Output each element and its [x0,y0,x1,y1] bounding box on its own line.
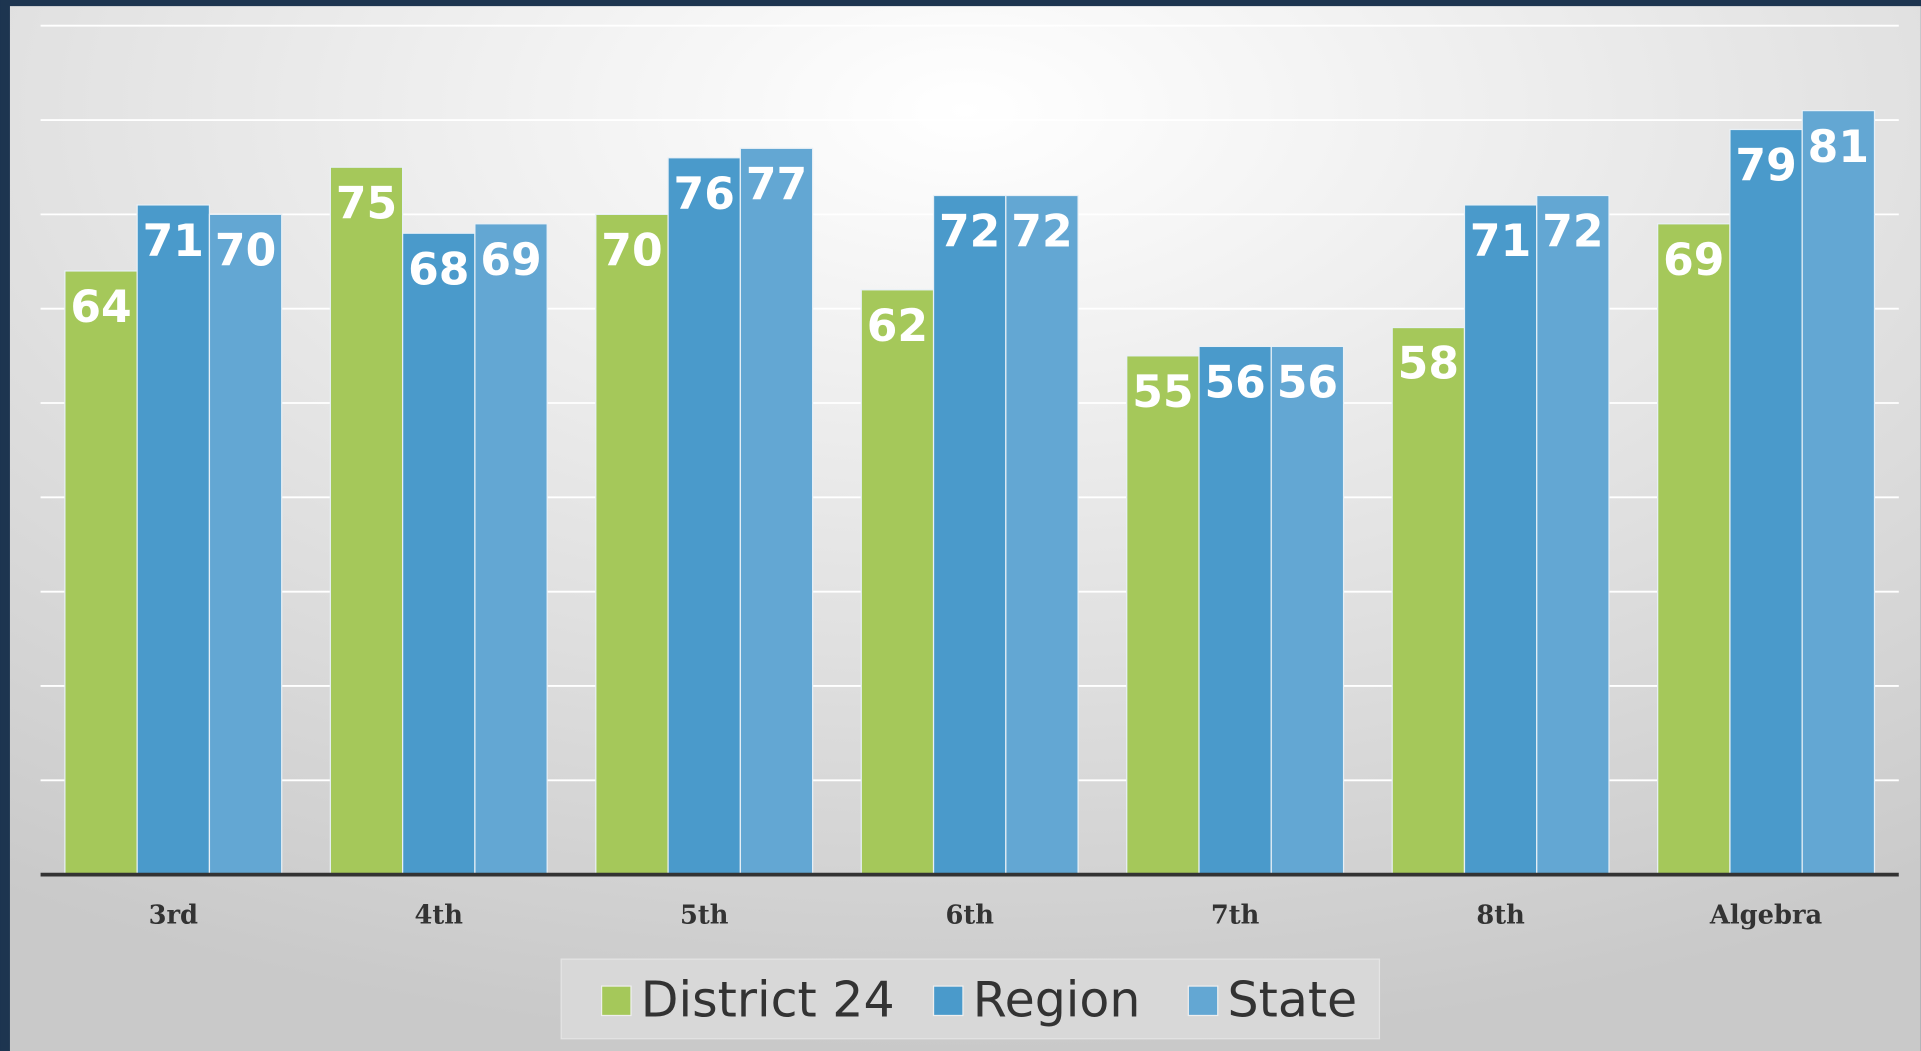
x-tick-label: 6th [945,900,994,930]
bar [64,270,138,876]
data-label: 56 [1277,358,1338,409]
x-tick-label: 8th [1476,900,1525,930]
data-label: 77 [746,160,807,211]
bar [136,204,211,876]
data-label: 81 [1808,122,1869,173]
bar [860,289,935,876]
data-label: 79 [1735,141,1796,192]
bar [1005,194,1079,876]
bar [1126,355,1200,876]
data-label: 76 [674,169,735,220]
data-label: 62 [867,301,928,352]
bar [667,157,741,876]
data-label: 69 [1663,235,1724,286]
legend-swatch [600,985,632,1017]
bar [1657,223,1731,876]
bar [329,166,404,876]
bar [1198,345,1272,876]
x-tick-label: 3rd [149,900,198,930]
legend-swatch [1187,985,1219,1017]
data-label: 58 [1398,339,1459,390]
bar [739,147,814,876]
data-label: 56 [1204,358,1265,409]
bar [1729,128,1803,876]
data-label: 64 [70,282,131,333]
data-label: 71 [143,216,204,267]
legend-label: State [1228,972,1358,1029]
x-tick-label: 7th [1211,900,1260,930]
bar [1536,194,1610,876]
data-label: 71 [1470,216,1531,267]
bar [595,213,669,876]
x-tick-label: 4th [415,900,464,930]
x-tick-label: Algebra [1709,900,1823,930]
data-label: 72 [1542,207,1603,258]
bar [208,213,283,876]
bar [402,232,476,876]
bar [1391,326,1466,876]
data-label: 70 [601,226,662,277]
data-label: 72 [939,207,1000,258]
bar [1801,109,1876,876]
data-label: 75 [336,178,397,229]
data-label: 68 [408,244,469,295]
bar [1463,204,1538,876]
x-tick-label: 5th [680,900,729,930]
bar [932,194,1007,876]
legend-box [560,958,1381,1040]
bar [474,223,548,876]
bar [1270,345,1345,876]
data-label: 72 [1011,207,1072,258]
data-label: 69 [480,235,541,286]
data-label: 55 [1132,367,1193,418]
data-label: 70 [215,226,276,277]
legend-label: Region [973,972,1141,1029]
legend-label: District 24 [641,972,895,1029]
legend-swatch [932,985,964,1017]
